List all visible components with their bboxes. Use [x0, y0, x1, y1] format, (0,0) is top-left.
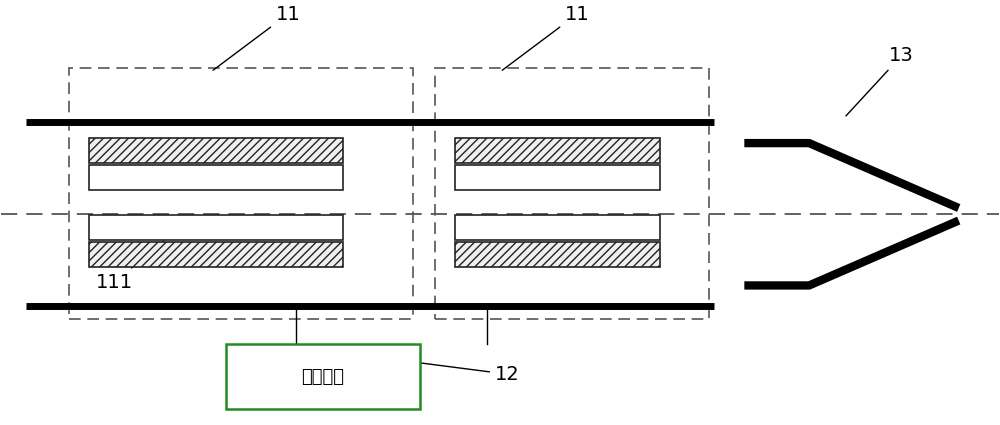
Text: 11: 11	[502, 5, 590, 70]
Bar	[89, 165, 343, 190]
Bar	[226, 344, 420, 409]
Bar	[455, 242, 660, 267]
Text: 驱动模块: 驱动模块	[301, 368, 344, 385]
Bar	[89, 138, 343, 163]
Text: 13: 13	[846, 46, 914, 116]
Bar	[455, 215, 660, 240]
Bar	[435, 68, 709, 319]
Bar	[89, 215, 343, 240]
Bar	[455, 165, 660, 190]
Bar	[455, 138, 660, 163]
Text: 111: 111	[96, 241, 164, 292]
Bar	[69, 68, 413, 319]
Text: 12: 12	[358, 355, 520, 384]
Bar	[89, 242, 343, 267]
Text: 11: 11	[213, 5, 300, 70]
